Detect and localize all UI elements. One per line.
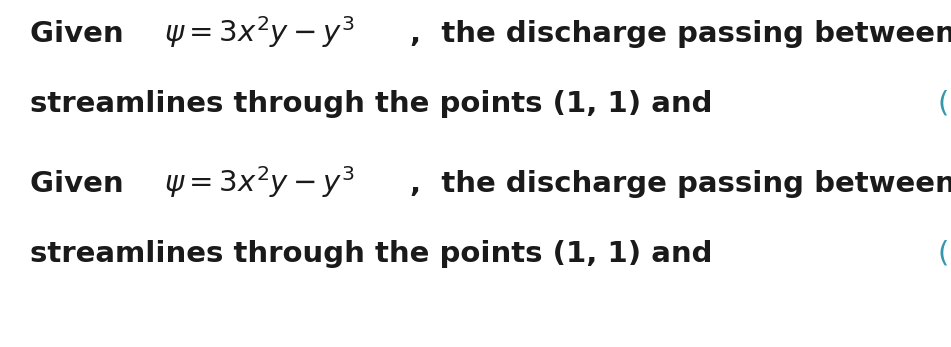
Text: $\psi = 3x^2y - y^3$: $\psi = 3x^2y - y^3$	[165, 14, 355, 50]
Text: streamlines through the points (1, 1) and: streamlines through the points (1, 1) an…	[30, 240, 733, 268]
Text: Given: Given	[30, 170, 134, 198]
Text: streamlines through the points (1, 1) and: streamlines through the points (1, 1) an…	[30, 90, 733, 118]
Text: ,  the discharge passing between the: , the discharge passing between the	[410, 20, 951, 48]
Text: $(\sqrt{3},\, 1)$: $(\sqrt{3},\, 1)$	[937, 79, 951, 118]
Text: ,  the discharge passing between the: , the discharge passing between the	[410, 170, 951, 198]
Text: $(\sqrt{3},\, 1)$: $(\sqrt{3},\, 1)$	[937, 229, 951, 268]
Text: $\psi = 3x^2y - y^3$: $\psi = 3x^2y - y^3$	[165, 164, 355, 200]
Text: Given: Given	[30, 20, 134, 48]
